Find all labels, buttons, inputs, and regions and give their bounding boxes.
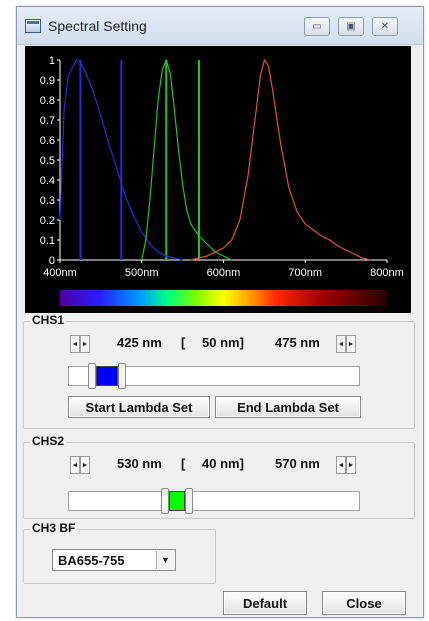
ch3-filter-value: BA655-755 [58, 553, 125, 568]
y-tick-label: 0.1 [40, 235, 55, 247]
y-tick-label: 0.2 [40, 215, 55, 227]
spectrum-series-3 [190, 58, 371, 261]
y-tick-label: 0.8 [40, 95, 55, 107]
chs1-end-right-icon[interactable]: ► [346, 335, 356, 353]
ch3-filter-select[interactable]: BA655-755 ▼ [52, 549, 176, 571]
chs2-group: CHS2 ◄ ► 530 nm [ 40 nm] 570 nm ◄ ► [23, 434, 415, 519]
y-tick-label: 0.4 [40, 175, 55, 187]
title-bar[interactable]: Spectral Setting ▭ ▣ ✕ [17, 7, 423, 45]
x-tick-label: 500nm [125, 267, 159, 279]
chs1-bracket: [ [181, 335, 186, 350]
x-tick-label: 600nm [207, 267, 241, 279]
chs1-end-left-icon[interactable]: ◄ [336, 335, 346, 353]
chevron-down-icon[interactable]: ▼ [156, 551, 174, 569]
ch3-bf-label: CH3 BF [30, 521, 78, 535]
chs2-range-fill [169, 491, 185, 511]
close-button[interactable]: Close [322, 591, 406, 615]
chs2-bracket: [ [181, 456, 186, 471]
chs2-label: CHS2 [30, 434, 67, 448]
window-icon [25, 19, 41, 33]
spectrum-chart: 1 0.9 0.8 0.7 0.6 0.5 0.4 0.3 0.2 0.1 0 400nm 500nm 6… [25, 46, 411, 313]
chs2-start-left-icon[interactable]: ◄ [70, 456, 80, 474]
wavelength-color-bar [60, 290, 387, 306]
ch3-bf-group: CH3 BF BA655-755 ▼ [23, 521, 216, 584]
chs2-start-value: 530 nm [117, 456, 162, 471]
y-tick-label: 0.7 [40, 115, 55, 127]
x-tick-label: 700nm [288, 267, 322, 279]
spectral-setting-window: Spectral Setting ▭ ▣ ✕ [16, 6, 424, 618]
chs1-end-spinner[interactable]: ◄ ► [336, 335, 356, 353]
chs1-end-value: 475 nm [275, 335, 320, 350]
chs2-start-right-icon[interactable]: ► [80, 456, 90, 474]
y-tick-label: 1 [49, 55, 55, 67]
chs1-start-right-icon[interactable]: ► [80, 335, 90, 353]
y-tick-label: 0.3 [40, 195, 55, 207]
chs1-label: CHS1 [30, 313, 67, 327]
window-title: Spectral Setting [48, 18, 147, 34]
default-button[interactable]: Default [223, 591, 307, 615]
x-tick-label: 800nm [370, 267, 404, 279]
chs2-width-value: 40 nm] [202, 456, 244, 471]
chs1-start-spinner[interactable]: ◄ ► [70, 335, 90, 353]
chs1-range-fill [96, 366, 118, 386]
chs1-start-handle[interactable] [88, 363, 96, 389]
y-tick-label: 0 [49, 255, 55, 267]
chs2-end-spinner[interactable]: ◄ ► [336, 456, 356, 474]
chs2-start-spinner[interactable]: ◄ ► [70, 456, 90, 474]
chs1-start-left-icon[interactable]: ◄ [70, 335, 80, 353]
end-lambda-set-button[interactable]: End Lambda Set [215, 396, 361, 418]
chs1-start-value: 425 nm [117, 335, 162, 350]
spectrum-series-2 [141, 58, 232, 261]
minimize-icon: ▭ [312, 21, 322, 32]
chs1-width-value: 50 nm] [202, 335, 244, 350]
chs1-range-track[interactable] [68, 366, 360, 386]
chs2-end-handle[interactable] [185, 488, 193, 514]
maximize-button[interactable]: ▣ [338, 17, 364, 36]
chs2-start-handle[interactable] [161, 488, 169, 514]
chs2-end-left-icon[interactable]: ◄ [336, 456, 346, 474]
chs2-end-right-icon[interactable]: ► [346, 456, 356, 474]
y-tick-label: 0.6 [40, 135, 55, 147]
chs2-end-value: 570 nm [275, 456, 320, 471]
maximize-icon: ▣ [346, 21, 356, 32]
minimize-button[interactable]: ▭ [304, 17, 330, 36]
start-lambda-set-button[interactable]: Start Lambda Set [68, 396, 210, 418]
spectrum-series-1 [59, 59, 183, 261]
close-icon: ✕ [380, 21, 390, 32]
chs1-end-handle[interactable] [118, 363, 126, 389]
y-tick-label: 0.9 [40, 75, 55, 87]
chs2-range-track[interactable] [68, 491, 360, 511]
chs1-group: CHS1 ◄ ► 425 nm [ 50 nm] 475 nm ◄ ► Star… [23, 313, 415, 429]
close-window-button[interactable]: ✕ [372, 17, 398, 36]
x-tick-label: 400nm [43, 267, 77, 279]
y-tick-label: 0.5 [40, 155, 55, 167]
